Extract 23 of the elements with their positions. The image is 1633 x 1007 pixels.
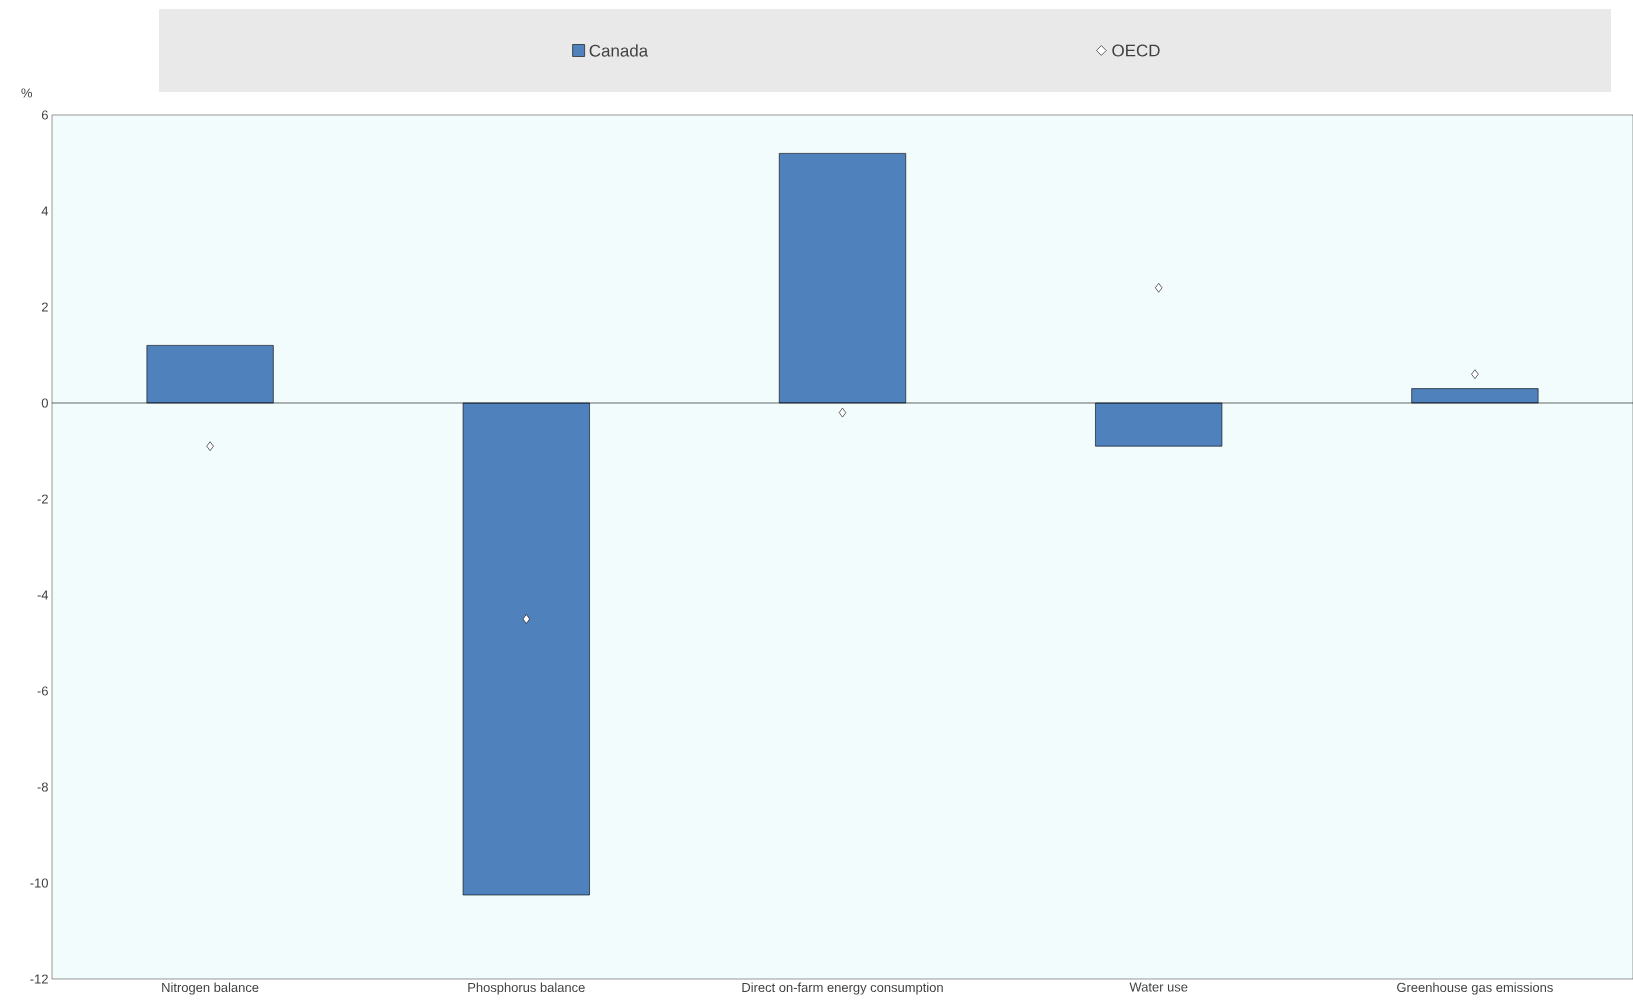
y-axis-title: % bbox=[21, 88, 33, 98]
y-tick-label: -6 bbox=[37, 686, 48, 696]
y-tick-label: 4 bbox=[41, 206, 49, 216]
point bbox=[1155, 283, 1163, 293]
y-tick-label: -4 bbox=[37, 590, 49, 600]
y-tick-label: -10 bbox=[30, 878, 48, 888]
point bbox=[1471, 369, 1479, 379]
point bbox=[206, 441, 214, 451]
y-tick-label: -12 bbox=[30, 974, 48, 984]
y-tick-label: 2 bbox=[41, 302, 48, 312]
point bbox=[522, 614, 530, 624]
point bbox=[838, 407, 847, 418]
y-tick-label: 0 bbox=[41, 398, 48, 408]
y-tick-label: 6 bbox=[41, 110, 48, 120]
x-tick-label: Nitrogen balance bbox=[162, 982, 259, 995]
x-tick-label: Greenhouse gas emissions bbox=[1397, 982, 1553, 995]
legend-label: Canada bbox=[589, 44, 649, 57]
x-tick-label: Phosphorus balance bbox=[468, 982, 585, 995]
x-tick-label: Direct on-farm energy consumption bbox=[742, 982, 943, 995]
legend-label: OECD bbox=[1112, 44, 1160, 57]
x-tick-label: Water use bbox=[1129, 982, 1188, 992]
y-tick-label: -2 bbox=[37, 494, 48, 504]
y-tick-label: -8 bbox=[37, 782, 48, 792]
